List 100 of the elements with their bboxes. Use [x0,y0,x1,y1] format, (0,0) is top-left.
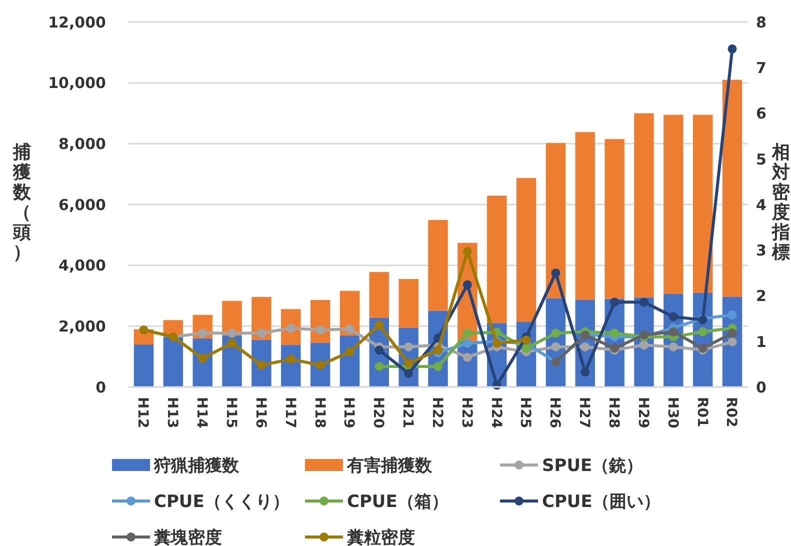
x-tick-label: H21 [400,397,416,428]
x-tick-label: H30 [664,397,680,428]
point [198,354,208,363]
x-tick-label: H14 [194,397,210,428]
point [404,368,414,378]
x-tick-label: H17 [282,397,298,428]
point [228,338,237,348]
point [374,362,384,371]
x-tick-label: H16 [252,397,268,428]
bar [722,80,742,297]
legend-label: 糞塊密度 [153,528,222,546]
y-tick-label: 10,000 [48,74,106,92]
x-tick-label: H12 [134,397,151,428]
point [668,312,678,322]
point [462,338,472,348]
point [522,344,531,353]
point [316,360,325,370]
bar [134,344,154,387]
legend-label: 狩猟捕獲数 [153,456,240,476]
point [198,328,208,338]
y-tick-label: 6,000 [58,196,106,214]
bar [486,196,507,324]
legend-label: SPUE（銃） [542,456,644,476]
point [404,358,414,368]
point [316,325,325,334]
y2-tick-label: 2 [756,287,766,306]
point [256,360,266,370]
point [345,324,354,334]
y2-tick-label: 1 [756,332,766,351]
point [551,342,560,352]
point [404,342,414,352]
x-tick-label: H15 [222,397,239,428]
point [462,328,472,338]
legend-label: CPUE（囲い） [542,492,660,512]
point [580,342,590,352]
point [228,328,237,338]
x-tick-label: H24 [488,397,504,428]
y-tick-label: 2,000 [58,318,106,336]
point [551,268,560,278]
y-axis-title: 捕獲数（頭） [12,142,32,263]
legend-label: CPUE（くくり） [154,492,290,512]
y-tick-label: 8,000 [58,135,106,154]
point [522,336,531,345]
point [728,337,737,346]
x-tick-label: H13 [164,397,180,428]
point [434,362,442,371]
y2-tick-label: 8 [756,13,766,32]
x-tick-label: H19 [340,397,357,428]
point [374,320,384,330]
point [551,328,560,338]
point [639,298,648,307]
point [434,346,442,355]
legend-label: 糞粒密度 [346,528,415,546]
point [374,346,384,355]
bar [428,220,448,311]
point [728,44,737,54]
point [462,280,472,290]
legend-label: 有害捕獲数 [346,456,433,476]
y2-axis-title: 相対密度指標 [771,142,791,263]
x-tick-label: R02 [723,397,740,428]
point [345,347,354,356]
bar [604,139,624,299]
bar [634,113,654,298]
legend-label: CPUE（箱） [347,492,448,512]
x-tick-label: H29 [634,397,651,428]
x-tick-label: H18 [311,397,328,428]
bar [664,114,684,294]
point [610,298,620,307]
y2-tick-label: 0 [756,378,766,396]
bar [546,143,566,298]
y2-tick-label: 5 [756,150,766,168]
x-tick-label: H20 [370,397,386,428]
point [698,327,708,336]
x-tick-label: R01 [694,397,710,428]
x-tick-label: H27 [576,397,592,428]
point [728,310,737,320]
x-tick-label: H26 [546,397,563,428]
x-tick-label: H23 [458,397,474,428]
point [610,328,620,338]
bar [398,279,418,328]
y-tick-label: 0 [96,378,106,396]
x-tick-label: H25 [517,397,534,428]
bar [163,336,184,387]
y2-tick-label: 3 [756,242,766,260]
y2-tick-label: 4 [756,196,766,214]
point [668,327,678,336]
point [462,246,472,256]
bar [369,272,390,318]
x-tick-label: H22 [428,397,445,428]
bar [516,178,536,322]
point [668,342,678,352]
bar [692,114,713,294]
point [286,354,296,364]
y-tick-label: 12,000 [48,13,106,32]
bar [575,132,595,300]
point [256,328,266,338]
x-tick-label: H28 [606,397,622,428]
y-tick-label: 4,000 [58,256,106,275]
y2-tick-label: 6 [756,104,766,123]
y2-tick-label: 7 [756,59,766,78]
